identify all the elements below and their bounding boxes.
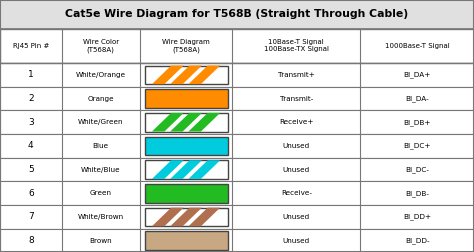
Text: RJ45 Pin #: RJ45 Pin # [13, 43, 49, 49]
Text: BI_DB-: BI_DB- [405, 190, 429, 197]
FancyBboxPatch shape [145, 184, 228, 203]
Text: 2: 2 [28, 94, 34, 103]
FancyBboxPatch shape [145, 89, 228, 108]
Text: 8: 8 [28, 236, 34, 245]
Polygon shape [152, 113, 183, 132]
Text: 6: 6 [28, 189, 34, 198]
Text: Unused: Unused [283, 167, 310, 173]
FancyBboxPatch shape [0, 229, 474, 252]
Text: Orange: Orange [87, 96, 114, 102]
Polygon shape [170, 66, 202, 84]
Text: BI_DA+: BI_DA+ [403, 72, 431, 78]
Text: Receive+: Receive+ [279, 119, 313, 125]
Text: Transmit-: Transmit- [280, 96, 313, 102]
FancyBboxPatch shape [0, 87, 474, 110]
Text: Transmit+: Transmit+ [278, 72, 315, 78]
FancyBboxPatch shape [145, 231, 228, 250]
Polygon shape [189, 113, 220, 132]
FancyBboxPatch shape [145, 66, 228, 84]
FancyBboxPatch shape [0, 134, 474, 158]
FancyBboxPatch shape [0, 0, 474, 29]
Text: 1: 1 [28, 70, 34, 79]
Text: White/Brown: White/Brown [78, 214, 124, 220]
Text: BI_DB+: BI_DB+ [403, 119, 431, 125]
Polygon shape [189, 208, 220, 226]
FancyBboxPatch shape [145, 208, 228, 226]
Polygon shape [170, 160, 202, 179]
Text: Wire Color
(T568A): Wire Color (T568A) [82, 39, 119, 53]
Text: 10Base-T Signal
100Base-TX Signal: 10Base-T Signal 100Base-TX Signal [264, 40, 329, 52]
Polygon shape [152, 160, 183, 179]
Text: BI_DA-: BI_DA- [405, 95, 429, 102]
Text: 7: 7 [28, 212, 34, 222]
FancyBboxPatch shape [0, 205, 474, 229]
Polygon shape [170, 208, 202, 226]
Text: 5: 5 [28, 165, 34, 174]
Text: Unused: Unused [283, 143, 310, 149]
Text: BI_DC+: BI_DC+ [403, 143, 431, 149]
FancyBboxPatch shape [0, 110, 474, 134]
Text: White/Green: White/Green [78, 119, 123, 125]
Text: Blue: Blue [92, 143, 109, 149]
Text: Wire Diagram
(T568A): Wire Diagram (T568A) [162, 39, 210, 53]
FancyBboxPatch shape [145, 160, 228, 179]
Text: Unused: Unused [283, 238, 310, 244]
Text: 3: 3 [28, 118, 34, 127]
Polygon shape [189, 160, 220, 179]
Text: Receive-: Receive- [281, 190, 312, 196]
FancyBboxPatch shape [0, 63, 474, 87]
Text: White/Orange: White/Orange [76, 72, 126, 78]
Text: White/Blue: White/Blue [81, 167, 120, 173]
Text: BI_DC-: BI_DC- [405, 166, 429, 173]
Text: Cat5e Wire Diagram for T568B (Straight Through Cable): Cat5e Wire Diagram for T568B (Straight T… [65, 10, 409, 19]
FancyBboxPatch shape [0, 158, 474, 181]
Text: Brown: Brown [90, 238, 112, 244]
Text: Unused: Unused [283, 214, 310, 220]
Text: BI_DD-: BI_DD- [405, 237, 429, 244]
Text: BI_DD+: BI_DD+ [403, 214, 431, 220]
Polygon shape [189, 66, 220, 84]
Text: 4: 4 [28, 141, 34, 150]
FancyBboxPatch shape [145, 113, 228, 132]
Polygon shape [170, 113, 202, 132]
Polygon shape [152, 66, 183, 84]
Text: 1000Base-T Signal: 1000Base-T Signal [385, 43, 449, 49]
FancyBboxPatch shape [0, 29, 474, 63]
Text: Green: Green [90, 190, 112, 196]
FancyBboxPatch shape [145, 137, 228, 155]
FancyBboxPatch shape [0, 181, 474, 205]
Polygon shape [152, 208, 183, 226]
